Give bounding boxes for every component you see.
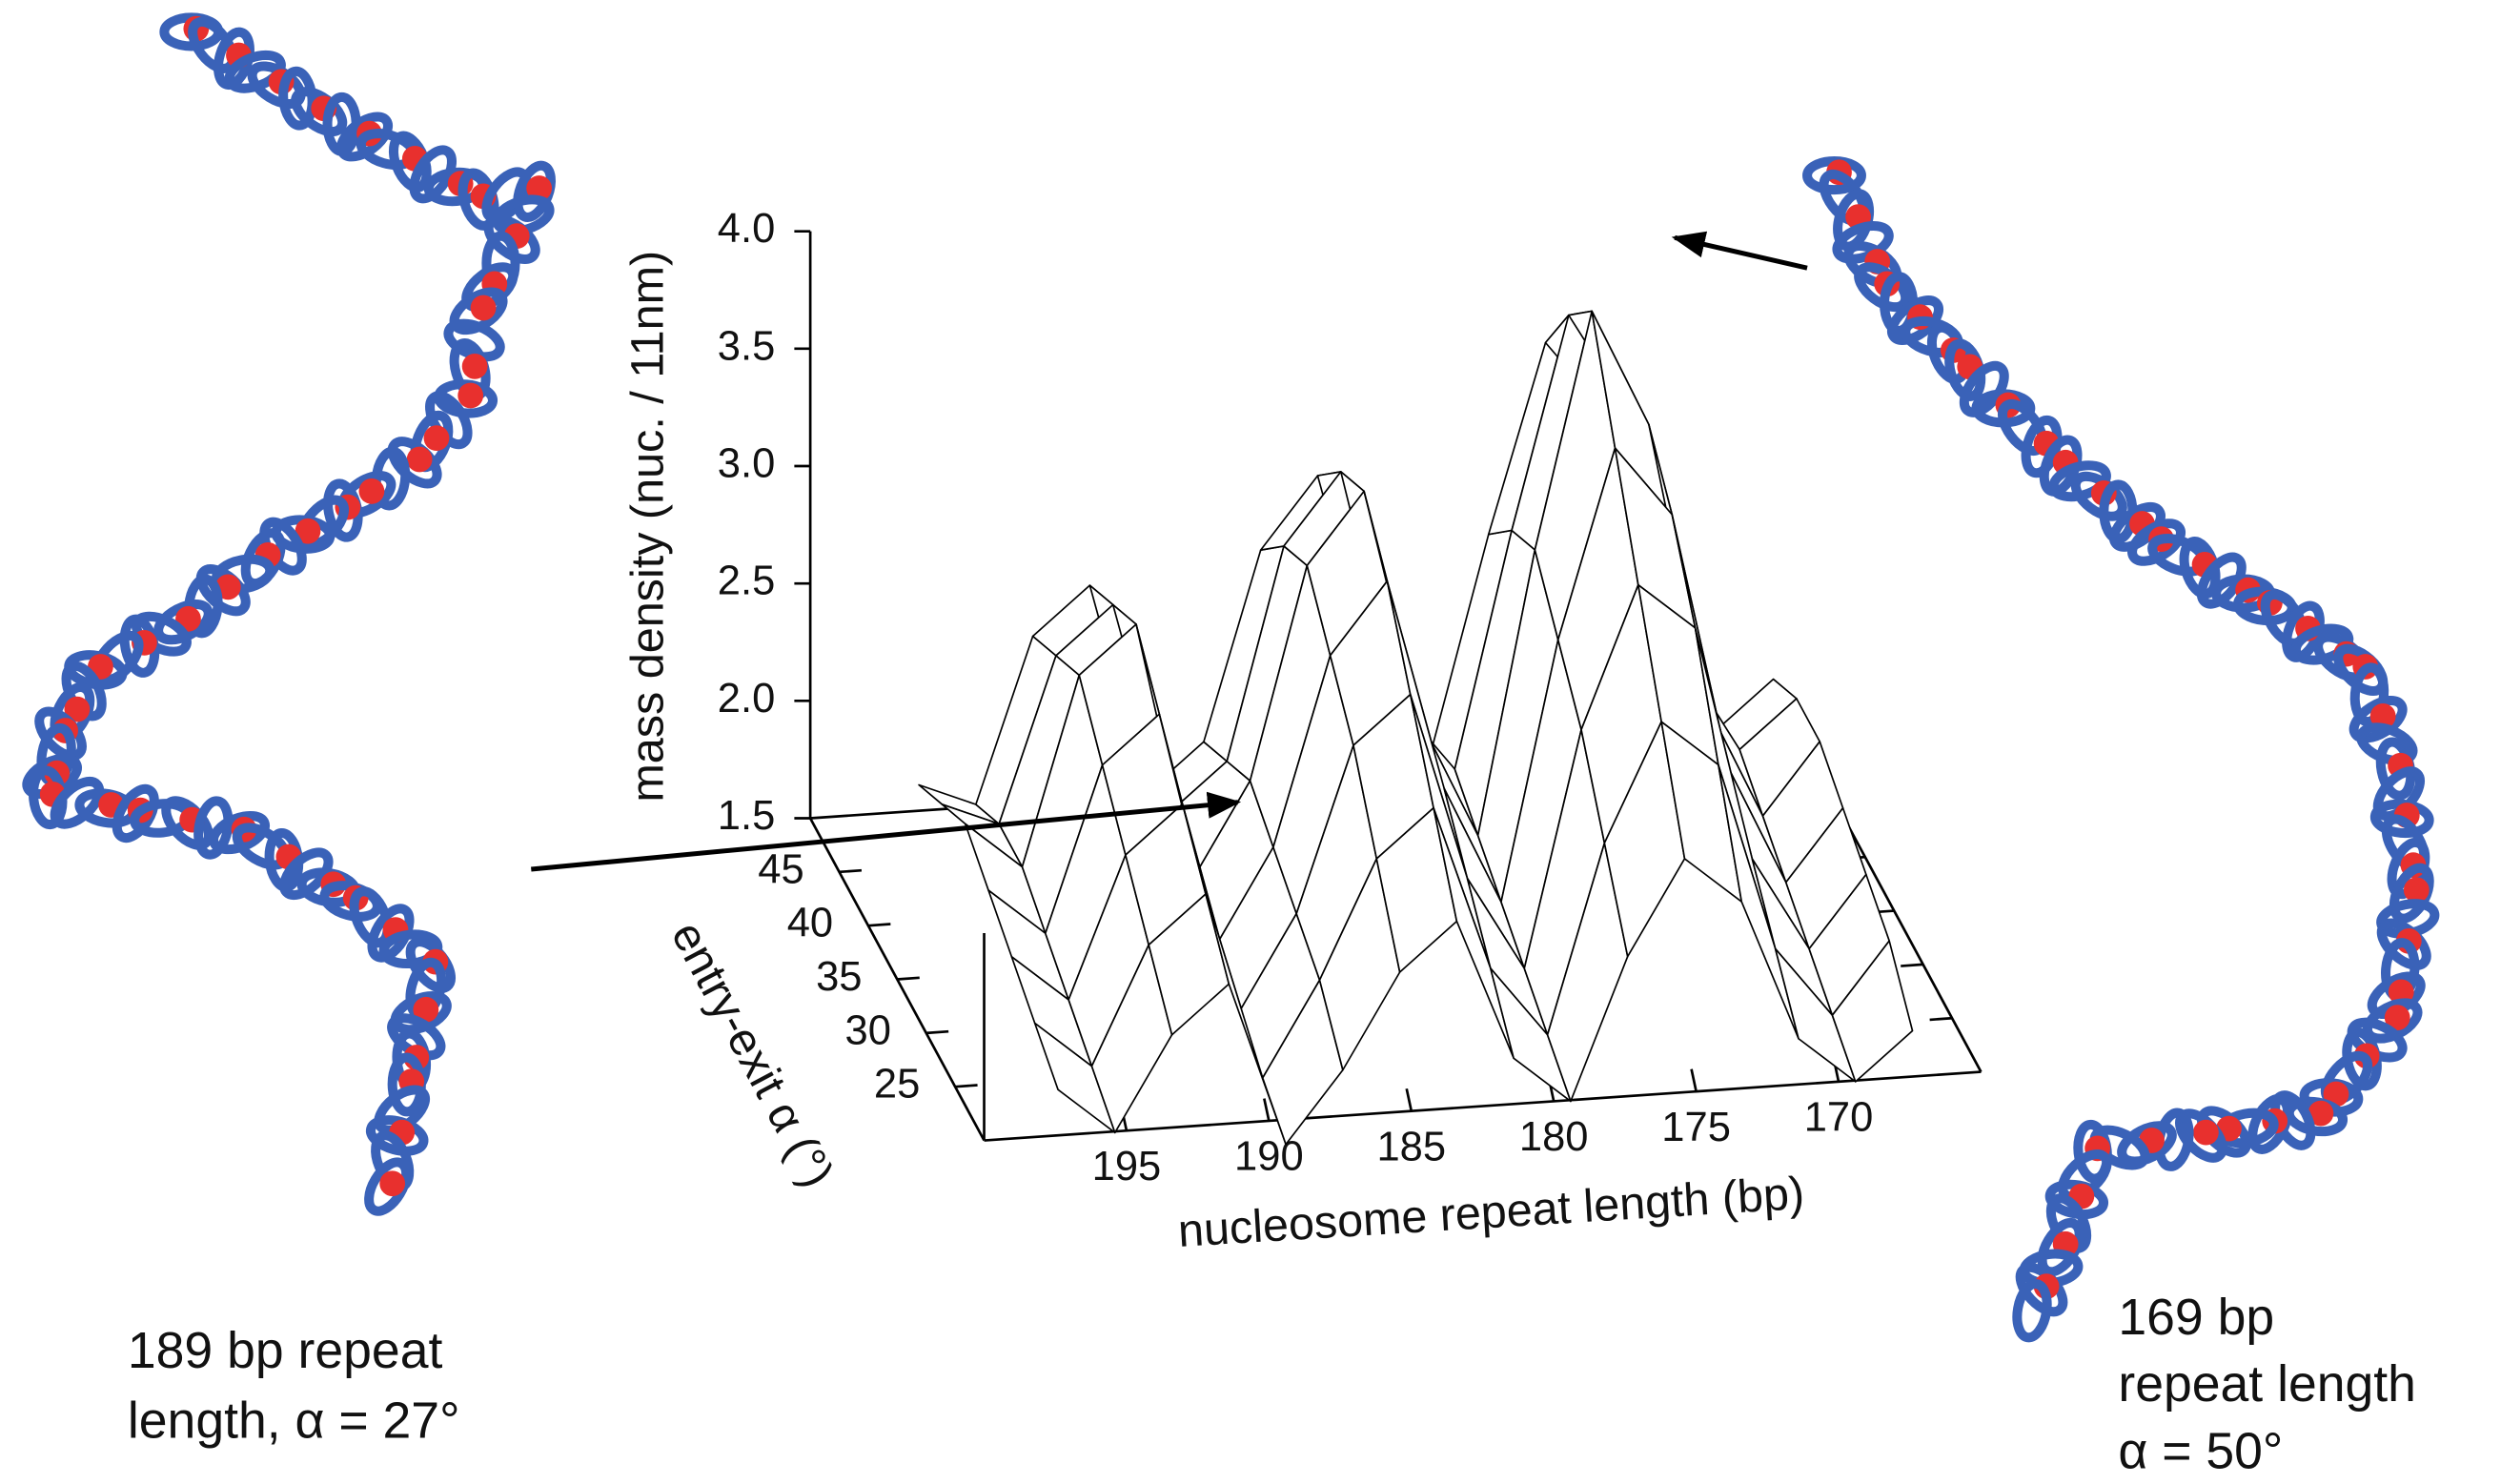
y-tick-label: 45 xyxy=(758,846,803,892)
z-tick-label: 1.5 xyxy=(718,793,775,839)
dna-coil xyxy=(1887,295,1943,345)
y-tick xyxy=(925,1029,949,1035)
z-tick-label: 2.0 xyxy=(718,676,775,722)
z-axis-title: mass density (nuc. / 11nm) xyxy=(622,251,674,803)
z-tick-label: 4.0 xyxy=(718,206,775,252)
floor-edge xyxy=(984,1070,1982,1142)
nucleosome xyxy=(295,518,321,544)
nucleosome xyxy=(64,696,91,722)
annotation: 189 bp repeat xyxy=(128,1323,443,1379)
y-tick xyxy=(839,868,863,874)
annotation: 169 bp xyxy=(2118,1290,2274,1346)
nucleosome xyxy=(2308,1100,2334,1127)
annotation: repeat length xyxy=(2118,1356,2416,1413)
dna-coil xyxy=(61,661,107,722)
x-tick xyxy=(1405,1088,1413,1111)
x-tick-label: 175 xyxy=(1661,1105,1731,1150)
dna-coil xyxy=(279,847,334,901)
x-tick-label: 195 xyxy=(1092,1144,1162,1189)
nucleosome xyxy=(2369,703,2396,729)
x-axis-title: nucleosome repeat length (bp) xyxy=(1176,1168,1805,1257)
z-tick-label: 3.5 xyxy=(718,323,775,369)
chromatin-fibers xyxy=(22,12,2440,1343)
dna-coil xyxy=(2196,552,2247,609)
nucleosome xyxy=(413,996,439,1023)
arrow xyxy=(531,791,1242,872)
y-tick xyxy=(897,976,920,981)
dna-coil xyxy=(2349,662,2389,727)
nucleosome xyxy=(526,175,553,201)
z-tick-label: 2.5 xyxy=(718,559,775,604)
x-tick-label: 180 xyxy=(1519,1114,1589,1160)
nucleosome xyxy=(2403,877,2430,904)
dna-coil xyxy=(364,1157,412,1216)
x-tick-label: 185 xyxy=(1376,1124,1446,1169)
nucleosome xyxy=(358,478,385,504)
x-tick xyxy=(1690,1068,1698,1092)
nucleosome xyxy=(423,425,450,452)
nucleosome xyxy=(2193,1119,2219,1146)
dna-coil xyxy=(2012,1279,2052,1343)
y-tick xyxy=(867,923,891,927)
dna-coil xyxy=(2108,501,2166,552)
annotation: α = 50° xyxy=(2118,1423,2283,1479)
y-tick-label: 40 xyxy=(787,901,833,946)
nucleosome xyxy=(406,446,433,473)
y-tick xyxy=(1901,963,1923,967)
nucleosome xyxy=(2384,1005,2410,1031)
x-tick-label: 170 xyxy=(1804,1095,1874,1141)
dna-coil xyxy=(2089,1125,2150,1170)
arrows xyxy=(531,231,1808,872)
nucleosome xyxy=(461,353,488,379)
z-tick-label: 3.0 xyxy=(718,440,775,486)
nucleosome xyxy=(470,295,497,321)
annotation: length, α = 27° xyxy=(128,1393,460,1450)
y-tick-label: 35 xyxy=(816,954,862,1000)
dna-coil xyxy=(193,796,234,860)
dna-coil xyxy=(2117,1121,2177,1167)
surface-plot: 1.5 2.0 2.5 3.0 3.5 4.0 25 30 35 40 45 195 190 185 180… xyxy=(718,206,1982,1189)
arrow xyxy=(1671,231,1808,271)
dna-coil xyxy=(409,145,458,204)
y-tick-label: 25 xyxy=(874,1062,920,1108)
x-tick xyxy=(1263,1098,1271,1122)
dna-coil xyxy=(336,112,393,162)
nucleosome xyxy=(379,1170,406,1197)
y-tick xyxy=(1929,1016,1953,1022)
nucleosome xyxy=(458,382,484,409)
x-tick-label: 190 xyxy=(1234,1134,1304,1180)
dna-coil xyxy=(112,783,159,844)
y-tick-label: 30 xyxy=(845,1007,891,1053)
y-tick xyxy=(955,1084,978,1088)
dna-coil xyxy=(2127,518,2186,566)
dna-coil xyxy=(153,600,214,645)
surface-cell xyxy=(1831,940,1914,1083)
dna-coil xyxy=(443,318,505,362)
